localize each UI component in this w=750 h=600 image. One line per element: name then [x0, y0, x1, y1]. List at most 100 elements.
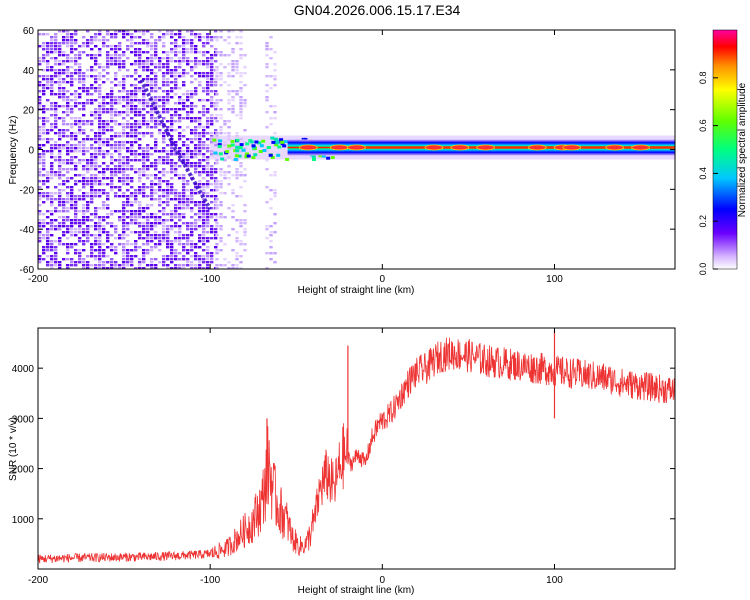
- heatmap-cell: [114, 171, 118, 174]
- heatmap-cell: [243, 168, 247, 171]
- heatmap-cell: [74, 249, 78, 252]
- heatmap-cell: [178, 45, 182, 48]
- heatmap-cell: [98, 120, 102, 123]
- heatmap-cell: [154, 225, 158, 228]
- heatmap-cell: [102, 162, 106, 165]
- heatmap-cell: [110, 186, 114, 189]
- heatmap-cell: [102, 132, 106, 135]
- heatmap-cell: [210, 75, 214, 78]
- heatmap-cell: [66, 42, 70, 45]
- heatmap-cell: [235, 72, 239, 75]
- heatmap-cell: [122, 105, 126, 108]
- heatmap-cell: [182, 69, 186, 72]
- heatmap-cell: [58, 204, 62, 207]
- heatmap-cell: [110, 135, 114, 138]
- heatmap-cell: [122, 213, 126, 216]
- heatmap-cell: [190, 51, 194, 54]
- heatmap-cell: [94, 189, 98, 192]
- heatmap-cell: [74, 216, 78, 219]
- heatmap-cell: [210, 252, 214, 255]
- meteor-trail-head-cell: [233, 158, 238, 161]
- snr-series-line: [38, 337, 675, 564]
- heatmap-cell: [146, 264, 150, 267]
- heatmap-cell: [202, 186, 206, 189]
- heatmap-cell: [98, 138, 102, 141]
- heatmap-cell: [146, 66, 150, 69]
- heatmap-cell: [118, 81, 122, 84]
- heatmap-cell: [38, 99, 42, 102]
- heatmap-cell: [158, 189, 162, 192]
- heatmap-cell: [126, 204, 130, 207]
- heatmap-cell: [158, 132, 162, 135]
- heatmap-cell: [138, 114, 142, 117]
- heatmap-cell: [74, 222, 78, 225]
- heatmap-cell: [134, 51, 138, 54]
- heatmap-cell: [122, 180, 126, 183]
- heatmap-cell: [98, 114, 102, 117]
- heatmap-cell: [90, 183, 94, 186]
- heatmap-cell: [118, 189, 122, 192]
- heatmap-cell: [162, 63, 166, 66]
- heatmap-cell: [134, 255, 138, 258]
- heatmap-cell: [74, 96, 78, 99]
- heatmap-cell: [178, 201, 182, 204]
- heatmap-cell: [122, 75, 126, 78]
- heatmap-cell: [98, 72, 102, 75]
- heatmap-cell: [58, 30, 62, 33]
- heatmap-cell: [215, 264, 219, 267]
- heatmap-cell: [273, 84, 277, 87]
- heatmap-cell: [118, 123, 122, 126]
- heatmap-cell: [146, 147, 150, 150]
- heatmap-cell: [126, 108, 130, 111]
- heatmap-cell: [210, 96, 214, 99]
- heatmap-cell: [170, 90, 174, 93]
- heatmap-cell: [150, 183, 154, 186]
- heatmap-cell: [50, 240, 54, 243]
- heatmap-cell: [82, 132, 86, 135]
- heatmap-cell: [178, 60, 182, 63]
- heatmap-cell: [70, 198, 74, 201]
- heatmap-cell: [46, 195, 50, 198]
- heatmap-cell: [78, 180, 82, 183]
- heatmap-cell: [70, 75, 74, 78]
- heatmap-cell: [219, 174, 223, 177]
- heatmap-cell: [142, 33, 146, 36]
- heatmap-cell: [162, 42, 166, 45]
- snr-y-tick-label: 1000: [12, 515, 35, 526]
- heatmap-cell: [70, 207, 74, 210]
- heatmap-cell: [118, 90, 122, 93]
- heatmap-cell: [122, 165, 126, 168]
- heatmap-cell: [194, 246, 198, 249]
- heatmap-cell: [162, 138, 166, 141]
- heatmap-cell: [174, 264, 178, 267]
- heatmap-cell: [150, 264, 154, 267]
- heatmap-cell: [206, 264, 210, 267]
- heatmap-cell: [110, 129, 114, 132]
- meteor-trail-pulse: [298, 144, 318, 151]
- heatmap-cell: [94, 195, 98, 198]
- heatmap-cell: [174, 249, 178, 252]
- heatmap-cell: [114, 60, 118, 63]
- heatmap-cell: [243, 129, 247, 132]
- heatmap-cell: [90, 66, 94, 69]
- heatmap-cell: [166, 84, 170, 87]
- heatmap-cell: [182, 36, 186, 39]
- heatmap-cell: [130, 153, 134, 156]
- heatmap-cell: [182, 255, 186, 258]
- heatmap-cell: [138, 42, 142, 45]
- heatmap-cell: [239, 90, 243, 93]
- heatmap-cell: [46, 63, 50, 66]
- heatmap-cell: [138, 153, 142, 156]
- heatmap-cell: [118, 102, 122, 105]
- heatmap-cell: [206, 162, 210, 165]
- heatmap-cell: [46, 108, 50, 111]
- heatmap-cell: [142, 183, 146, 186]
- heatmap-cell: [82, 216, 86, 219]
- heatmap-cell: [54, 225, 58, 228]
- heatmap-cell: [114, 120, 118, 123]
- heatmap-cell: [70, 66, 74, 69]
- heatmap-cell: [62, 120, 66, 123]
- heatmap-cell: [58, 225, 62, 228]
- heatmap-cell: [194, 258, 198, 261]
- heatmap-cell: [138, 264, 142, 267]
